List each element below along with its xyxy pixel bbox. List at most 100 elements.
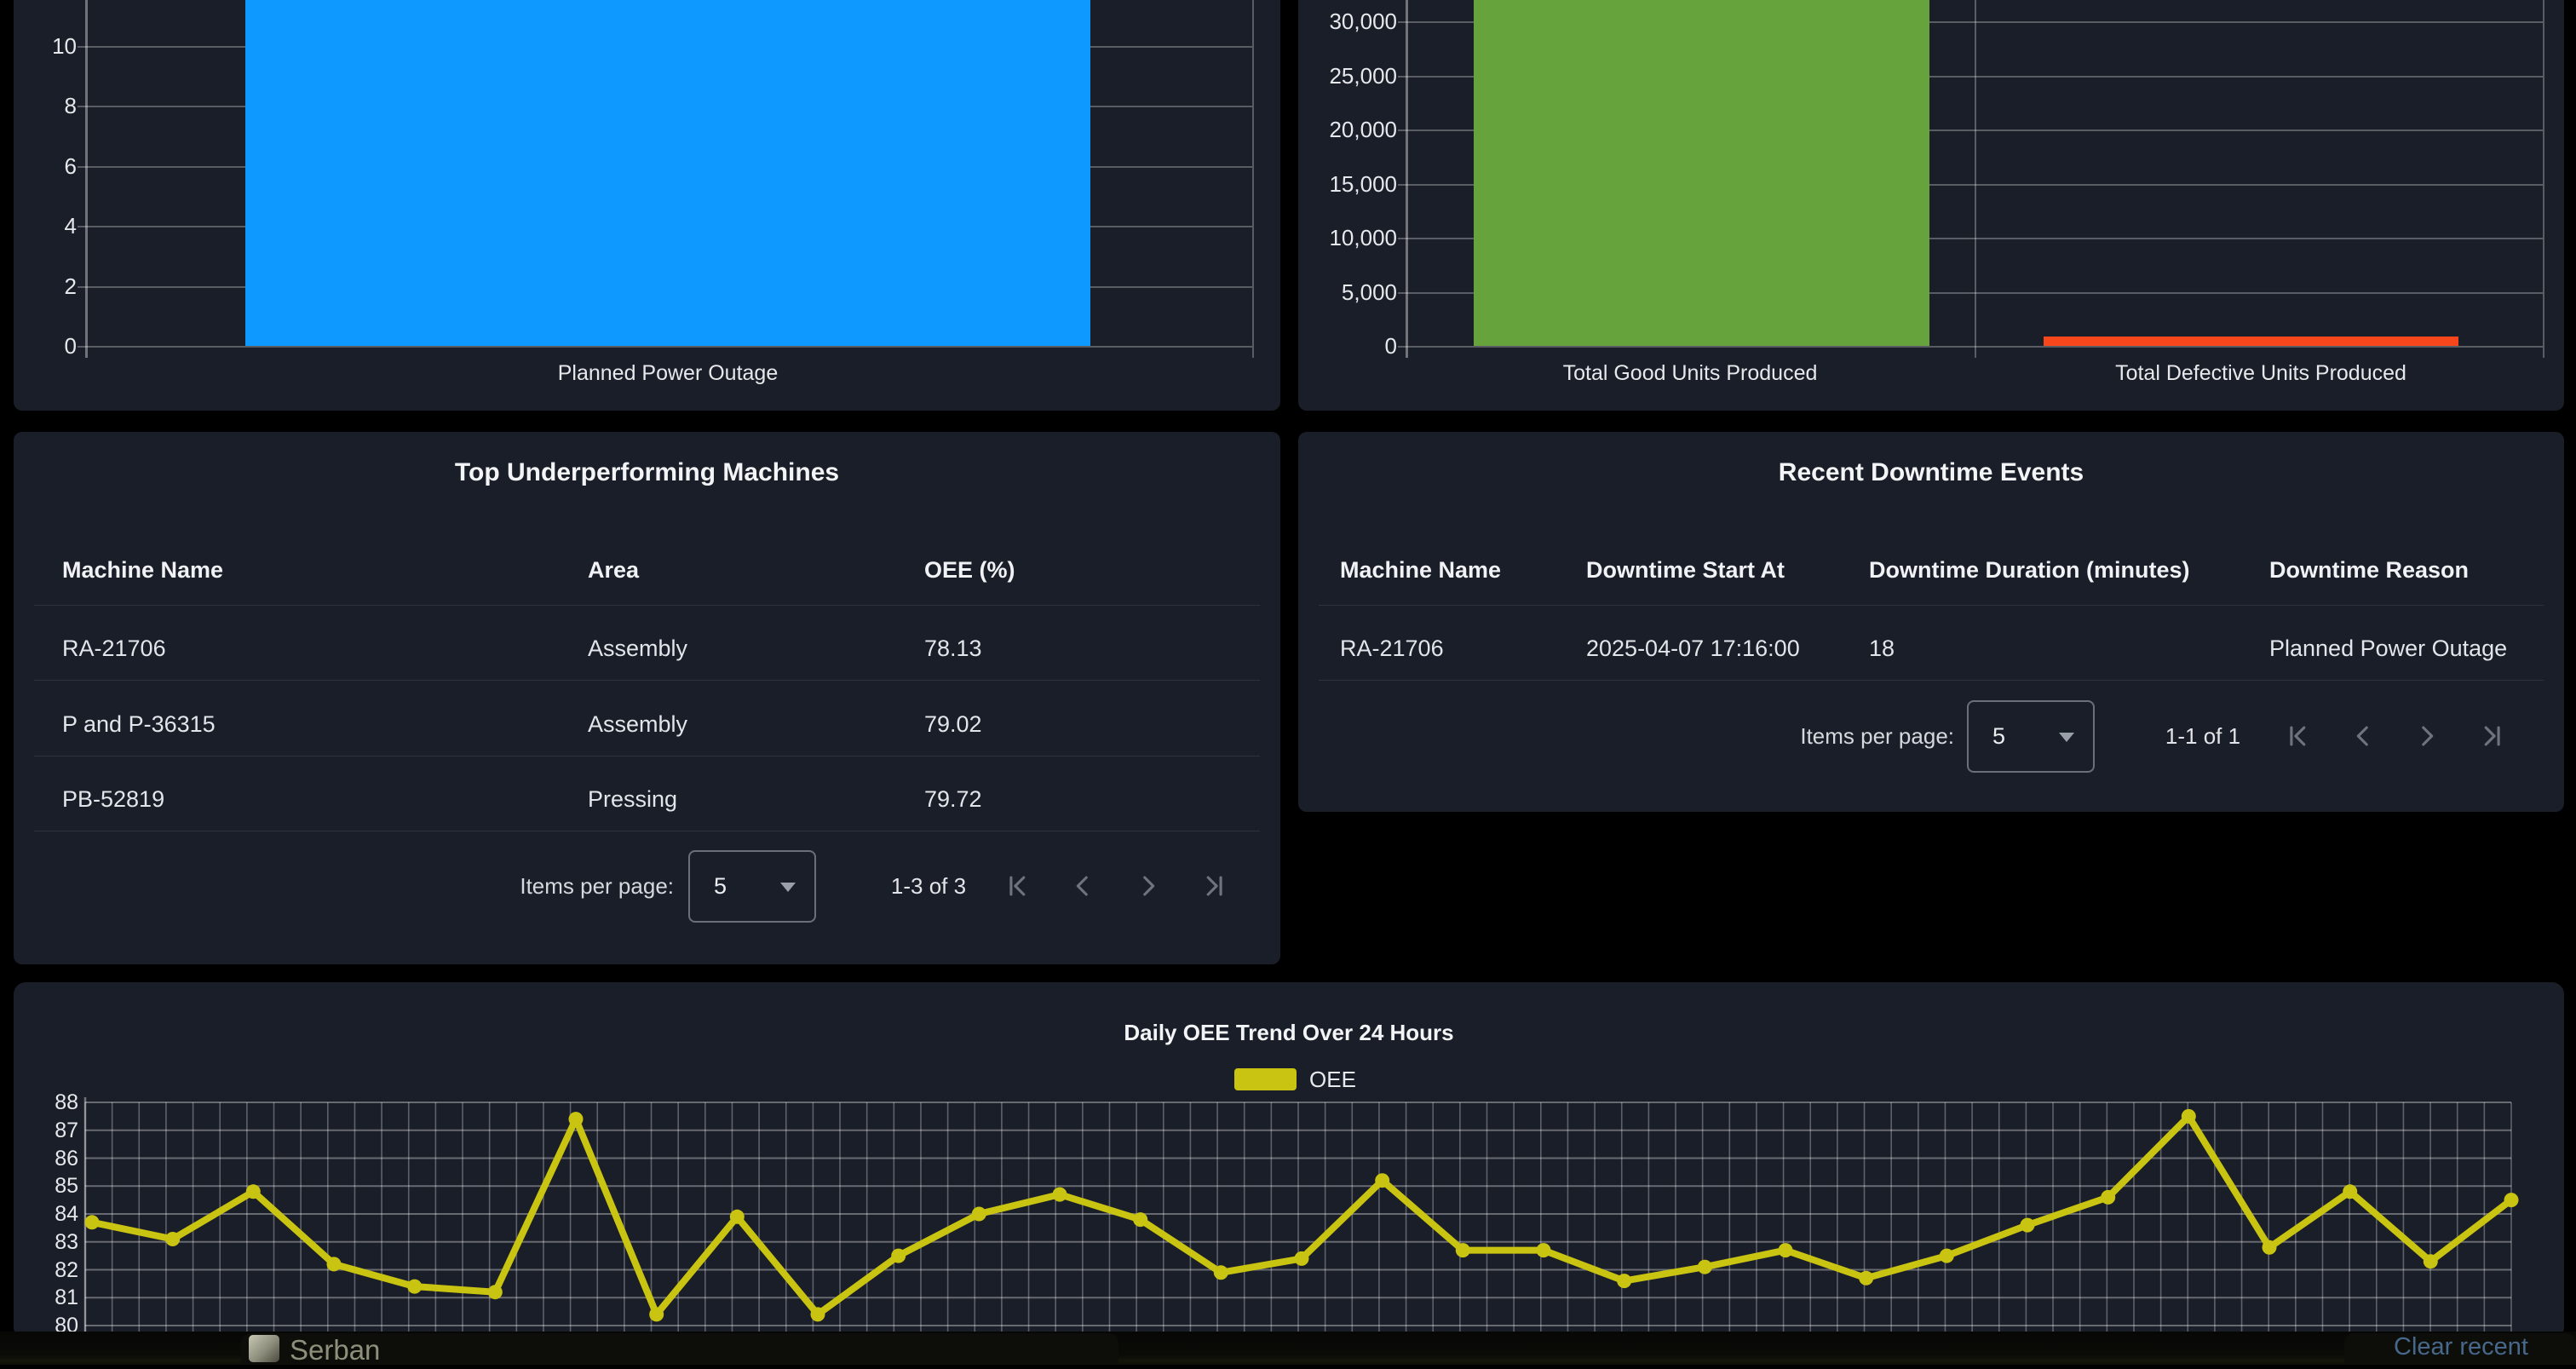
gridline <box>1398 75 2543 78</box>
y-axis-tick-label: 5,000 <box>1341 279 1397 305</box>
data-point[interactable] <box>1778 1243 1793 1258</box>
data-point[interactable] <box>1455 1243 1470 1258</box>
next-page-button[interactable] <box>1134 871 1163 900</box>
legend-swatch[interactable] <box>1234 1068 1297 1090</box>
legend-label[interactable]: OEE <box>1309 1067 1356 1092</box>
data-point[interactable] <box>84 1215 100 1230</box>
y-axis-tick-label: 81 <box>55 1286 78 1310</box>
data-point[interactable] <box>891 1248 906 1263</box>
cell-oee: 79.02 <box>924 711 982 737</box>
data-point[interactable] <box>1052 1187 1067 1202</box>
column-header-area: Area <box>588 557 640 583</box>
top-underperforming-card: Top Underperforming Machines Machine Nam… <box>14 432 1280 964</box>
recent-downtime-card: Recent Downtime Events Machine Name Down… <box>1298 432 2564 812</box>
cell-oee: 79.72 <box>924 786 982 812</box>
data-point[interactable] <box>245 1184 261 1199</box>
cell-machine-name: PB-52819 <box>62 786 165 812</box>
previous-page-button[interactable] <box>2349 722 2378 751</box>
gridline <box>1398 238 2543 239</box>
y-axis-tick-label: 82 <box>55 1257 78 1282</box>
y-axis-tick-label: 4 <box>64 213 77 239</box>
data-point[interactable] <box>165 1232 181 1246</box>
column-header-oee: OEE (%) <box>924 557 1015 583</box>
y-axis-tick-label: 83 <box>55 1229 78 1254</box>
data-point[interactable] <box>1294 1251 1309 1266</box>
data-point[interactable] <box>2101 1189 2116 1205</box>
row-divider <box>1319 680 2544 681</box>
data-point[interactable] <box>2262 1240 2277 1255</box>
data-point[interactable] <box>810 1307 825 1322</box>
y-axis-tick-label: 84 <box>55 1202 78 1226</box>
gridline <box>1398 346 2543 348</box>
chart-title: Daily OEE Trend Over 24 Hours <box>1124 1020 1454 1045</box>
last-page-button[interactable] <box>2478 722 2507 751</box>
items-per-page-label: Items per page: <box>520 873 674 899</box>
data-point[interactable] <box>2423 1254 2438 1269</box>
y-axis-tick-label: 0 <box>64 333 77 359</box>
data-point[interactable] <box>2181 1108 2196 1124</box>
y-axis-tick-label: 2 <box>64 273 77 299</box>
data-point[interactable] <box>326 1257 342 1272</box>
chevron-right-icon <box>1143 876 1155 896</box>
y-axis-tick-label: 30,000 <box>1329 9 1397 34</box>
data-point[interactable] <box>1939 1248 1954 1263</box>
column-header-start-at: Downtime Start At <box>1586 557 1785 583</box>
data-point[interactable] <box>971 1206 986 1222</box>
page-range-label: 1-3 of 3 <box>890 873 967 899</box>
data-point[interactable] <box>1536 1243 1551 1258</box>
x-axis-category-label: Planned Power Outage <box>557 361 779 385</box>
chevron-down-icon <box>2059 733 2074 742</box>
chevron-left-icon <box>1076 876 1088 896</box>
last-page-button[interactable] <box>1200 871 1229 900</box>
bar-0[interactable] <box>1474 0 1929 346</box>
data-point[interactable] <box>487 1285 503 1300</box>
data-point[interactable] <box>1617 1274 1632 1289</box>
clear-recent-link[interactable]: Clear recent <box>2394 1333 2528 1360</box>
bar-0[interactable] <box>245 0 1090 346</box>
first-page-button[interactable] <box>1003 871 1032 900</box>
data-point[interactable] <box>568 1112 584 1127</box>
last-page-icon <box>1206 876 1222 896</box>
cell-machine-name: RA-21706 <box>62 636 166 661</box>
page-size-select[interactable]: 5 <box>1967 700 2095 773</box>
x-axis-category-label: Total Good Units Produced <box>1562 361 1818 385</box>
data-point[interactable] <box>1859 1270 1874 1286</box>
category-boundary-line <box>1975 0 1976 358</box>
data-point[interactable] <box>729 1209 745 1224</box>
y-axis-tick-label: 88 <box>55 1090 78 1114</box>
data-point[interactable] <box>2504 1193 2519 1208</box>
gridline <box>1398 291 2543 294</box>
data-point[interactable] <box>1213 1265 1228 1280</box>
last-page-icon <box>2484 726 2500 746</box>
data-point[interactable] <box>1375 1173 1390 1188</box>
y-axis-tick-label: 8 <box>64 93 77 119</box>
next-page-button[interactable] <box>2412 722 2441 751</box>
data-point[interactable] <box>2020 1217 2035 1233</box>
chevron-left-icon <box>2356 726 2368 746</box>
cell-start-at: 2025-04-07 17:16:00 <box>1586 636 1800 661</box>
page-size-select[interactable]: 5 <box>688 850 816 923</box>
first-page-button[interactable] <box>2283 722 2312 751</box>
chevron-down-icon <box>780 883 796 892</box>
row-divider <box>34 605 1260 606</box>
data-point[interactable] <box>2343 1184 2358 1199</box>
y-axis-tick-label: 10,000 <box>1329 225 1397 250</box>
y-axis-tick-label: 25,000 <box>1329 62 1397 89</box>
bar-1[interactable] <box>2044 336 2458 346</box>
category-boundary-line <box>2543 0 2544 358</box>
data-point[interactable] <box>407 1279 423 1294</box>
y-axis-tick-label: 15,000 <box>1329 170 1397 197</box>
taskbar-user-name: Serban <box>290 1334 381 1366</box>
previous-page-button[interactable] <box>1068 871 1097 900</box>
data-point[interactable] <box>649 1307 664 1322</box>
x-axis-category-label: Total Defective Units Produced <box>2115 361 2406 385</box>
page-range-label: 1-1 of 1 <box>2165 723 2241 749</box>
cell-duration: 18 <box>1869 636 1895 661</box>
column-header-machine-name: Machine Name <box>62 557 224 583</box>
data-point[interactable] <box>1697 1259 1712 1274</box>
y-axis-tick-label: 86 <box>55 1146 78 1171</box>
data-point[interactable] <box>1133 1212 1148 1228</box>
y-axis-tick-label: 6 <box>64 152 77 179</box>
y-axis-tick-label: 10 <box>52 33 77 59</box>
column-header-machine-name: Machine Name <box>1340 557 1502 583</box>
